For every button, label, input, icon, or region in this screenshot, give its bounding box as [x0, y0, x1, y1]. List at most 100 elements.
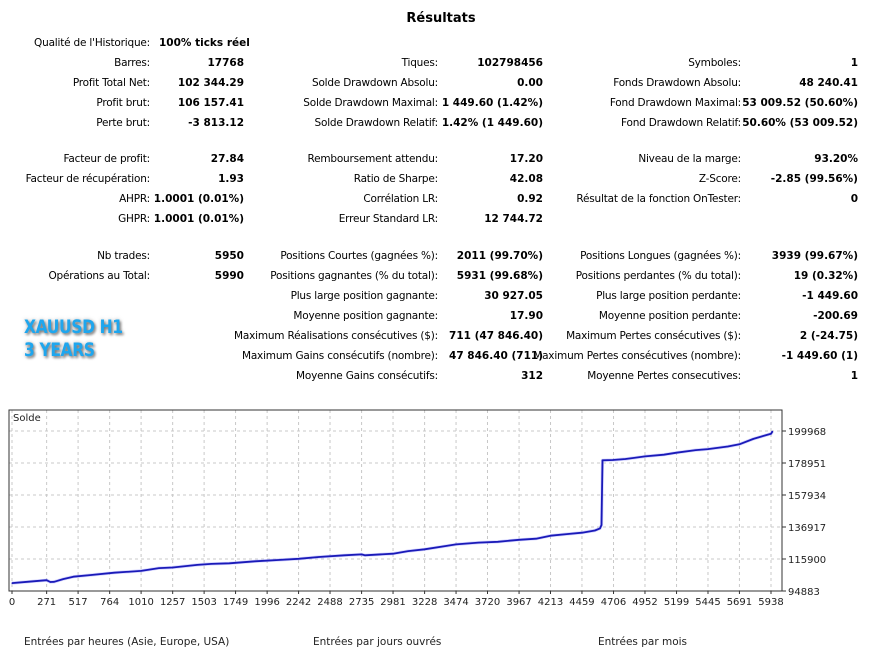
stat-mid1-label: GHPR: [118, 213, 150, 225]
data-point [210, 563, 212, 565]
data-point [364, 554, 366, 556]
data-point [318, 556, 320, 558]
data-point [254, 560, 256, 562]
chart-title: Solde [13, 413, 41, 424]
y-tick-label: 136917 [788, 523, 826, 534]
x-tick-label: 4706 [601, 597, 626, 605]
stat-mid2-value: 0.92 [517, 193, 543, 205]
stat-trades3-value: -1 449.60 (1) [781, 350, 858, 362]
stat-top2-value: 0.00 [517, 77, 543, 89]
x-tick-label: 5199 [664, 597, 689, 605]
stat-trades3-value: 1 [850, 370, 858, 382]
data-point [644, 455, 646, 457]
data-point [549, 535, 552, 537]
data-point [298, 558, 300, 560]
data-point [594, 529, 596, 532]
bottom-label-hours: Entrées par heures (Asie, Europe, USA) [24, 636, 230, 648]
x-tick-label: 1010 [128, 597, 153, 605]
x-tick-label: 3474 [443, 597, 468, 605]
stat-mid3-label: Résultat de la fonction OnTester: [576, 193, 741, 205]
x-tick-label: 2242 [286, 597, 311, 605]
stat-top2-label: Tiques: [401, 57, 439, 69]
x-tick-label: 2735 [349, 597, 374, 605]
balance-chart-svg: 94883 115900 136917 157934 178951 199968 0 271 5… [8, 409, 826, 608]
stat-trades2-value: 711 (47 846.40) [449, 330, 543, 342]
data-point [601, 459, 604, 461]
stat-top1-label: Perte brut: [96, 117, 150, 129]
page-title: Résultats [406, 11, 476, 26]
stat-mid1-value: 1.0001 (0.01%) [153, 213, 244, 225]
stat-trades3-value: -200.69 [813, 310, 858, 322]
data-point [228, 562, 230, 564]
stat-top3-value: 1 [850, 57, 858, 69]
stat-mid1-value: 1.93 [218, 173, 244, 185]
stat-mid2-value: 42.08 [509, 173, 543, 185]
data-point [158, 567, 160, 569]
stat-top3-label: Fond Drawdown Relatif: [621, 117, 741, 129]
stat-top1-value: 17768 [207, 57, 244, 69]
stat-top3-value: 48 240.41 [799, 77, 858, 89]
x-tick-label: 5938 [758, 597, 783, 605]
plot-area [9, 410, 782, 591]
x-tick-label: 2981 [380, 597, 405, 605]
stat-mid3-value: 0 [850, 193, 858, 205]
x-tick-label: 2488 [317, 597, 342, 605]
x-tick-label: 1749 [223, 597, 248, 605]
data-point [707, 448, 709, 450]
stat-mid1-value: 27.84 [210, 153, 244, 165]
stat-trades2-label: Moyenne position gagnante: [293, 310, 438, 322]
badge-symbol-text: XAUUSD H1 [24, 316, 123, 338]
stat-top3-value: 53 009.52 (50.60%) [742, 97, 858, 109]
stat-trades2-label: Maximum Gains consécutifs (nombre): [241, 350, 438, 362]
stat-trades3-label: Positions Longues (gagnées %): [580, 250, 741, 262]
stat-trades3-label: Moyenne Pertes consecutives: [587, 370, 741, 382]
data-point [695, 449, 697, 451]
stat-mid3-label: Niveau de la marge: [638, 153, 741, 165]
history-quality-value: 100% ticks réel [159, 37, 250, 49]
data-point [11, 582, 13, 584]
data-point [727, 445, 729, 448]
stat-top3-label: Symboles: [688, 57, 741, 69]
data-point [738, 443, 741, 445]
stat-trades2-value: 17.90 [509, 310, 543, 322]
stat-top2-label: Solde Drawdown Maximal: [303, 97, 438, 109]
data-point [675, 452, 678, 454]
data-point [113, 572, 115, 574]
data-point [455, 543, 457, 545]
symbol-badge: XAUUSD H1 3 YEARS [24, 316, 123, 362]
history-quality-label: Qualité de l'Historique: [34, 37, 150, 49]
x-tick-label: 3967 [506, 597, 531, 605]
stat-trades3-label: Positions perdantes (% du total): [575, 270, 741, 282]
data-point [62, 578, 64, 580]
y-tick-label: 178951 [788, 459, 826, 470]
stat-mid3-value: -2.85 (99.56%) [770, 173, 858, 185]
stat-top1-label: Barres: [114, 57, 150, 69]
stat-trades2-label: Maximum Réalisations consécutives ($): [234, 330, 438, 342]
x-tick-label: 4213 [538, 597, 563, 605]
stat-trades3-label: Maximum Pertes consécutives (nombre): [533, 350, 741, 362]
stat-trades3-label: Plus large position perdante: [596, 290, 741, 302]
stat-trades3-value: 2 (-24.75) [799, 330, 858, 342]
data-point [663, 454, 665, 456]
data-point [446, 545, 448, 547]
x-tick-label: 3720 [475, 597, 500, 605]
stat-mid2-value: 12 744.72 [484, 213, 543, 225]
data-point [477, 542, 480, 544]
stat-top3-label: Fond Drawdown Maximal: [609, 97, 741, 109]
data-point [392, 553, 394, 555]
data-point [140, 570, 142, 572]
stat-trades2-label: Moyenne Gains consécutifs: [296, 370, 438, 382]
bottom-label-weekdays: Entrées par jours ouvrés [313, 636, 442, 648]
stat-trades2-value: 30 927.05 [484, 290, 543, 302]
badge-period-text: 3 YEARS [24, 339, 95, 361]
stat-mid1-value: 1.0001 (0.01%) [153, 193, 244, 205]
plot-frame [8, 409, 783, 592]
data-point [26, 581, 28, 583]
x-tick-label: 4459 [569, 597, 594, 605]
stat-mid2-label: Corrélation LR: [363, 193, 438, 205]
stat-trades3-value: -1 449.60 [802, 290, 858, 302]
stat-top1-label: Profit brut: [96, 97, 150, 109]
stat-mid3-label: Z-Score: [698, 173, 741, 185]
stat-mid2-value: 17.20 [509, 153, 543, 165]
stat-trades2-value: 47 846.40 (711) [449, 350, 543, 362]
